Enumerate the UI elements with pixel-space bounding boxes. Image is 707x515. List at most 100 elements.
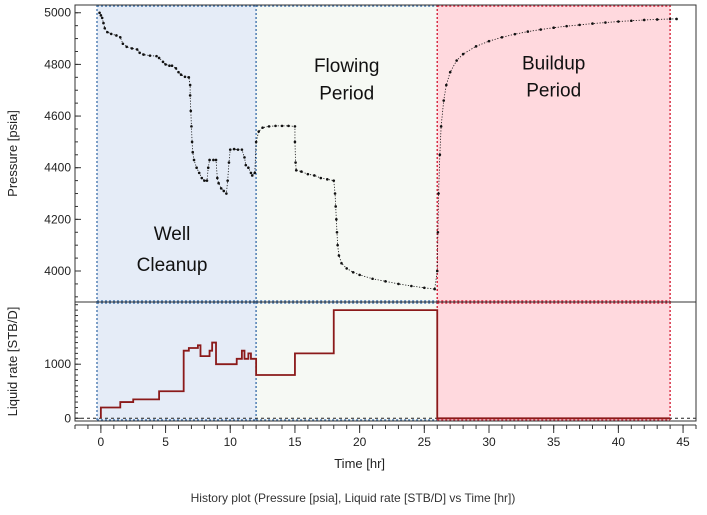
region-flowing-period	[256, 302, 438, 421]
pressure-point	[397, 282, 400, 286]
pressure-point	[219, 187, 223, 190]
pressure-point	[208, 158, 211, 162]
pressure-point	[253, 171, 257, 175]
pressure-point	[604, 21, 607, 24]
pressure-point	[325, 178, 329, 181]
y-tick-label: 4200	[44, 212, 71, 226]
pressure-point	[190, 125, 193, 128]
pressure-point	[293, 125, 297, 128]
pressure-point	[227, 161, 231, 164]
rate-y-axis: 0 1000	[44, 304, 81, 425]
pressure-point	[174, 66, 178, 70]
pressure-point	[121, 42, 125, 46]
pressure-point	[335, 230, 339, 234]
pressure-point	[445, 83, 448, 87]
region-well-cleanup	[96, 302, 257, 421]
pressure-point	[195, 166, 198, 170]
pressure-point	[200, 176, 204, 180]
pressure-point	[313, 174, 316, 177]
time-x-axis: 0 5 10 15 20 25 30 35 40 45	[74, 424, 697, 449]
pressure-point	[442, 99, 446, 102]
pressure-point	[130, 47, 134, 50]
rate-plot-frame	[74, 301, 697, 422]
pressure-point	[216, 176, 219, 180]
pressure-point	[337, 254, 341, 257]
pressure-point	[206, 166, 210, 170]
pressure-point	[293, 140, 297, 144]
pressure-point	[274, 124, 277, 128]
pressure-point	[565, 24, 568, 28]
region-label-flowing-period: Period	[319, 83, 374, 104]
pressure-point	[578, 23, 581, 27]
pressure-point	[142, 53, 145, 56]
pressure-point	[164, 63, 167, 66]
pressure-point	[333, 192, 337, 195]
pressure-point	[168, 64, 171, 67]
pressure-point	[500, 35, 504, 39]
pressure-point	[205, 179, 209, 182]
pressure-point	[212, 158, 215, 162]
pressure-y-axis-label: Pressure [psia]	[5, 110, 20, 197]
pressure-point	[135, 48, 139, 51]
pressure-point	[257, 130, 261, 133]
pressure-point	[183, 75, 187, 79]
pressure-point	[294, 168, 298, 172]
pressure-point	[319, 176, 323, 180]
y-tick-label: 1000	[44, 357, 71, 371]
pressure-point	[539, 28, 543, 31]
pressure-point	[448, 70, 452, 74]
pressure-point	[306, 172, 310, 176]
pressure-point	[236, 148, 240, 151]
y-tick-label: 5000	[44, 6, 71, 20]
x-tick-label: 5	[162, 435, 169, 449]
pressure-point	[345, 267, 348, 270]
pressure-point	[250, 174, 254, 177]
pressure-series-line	[99, 12, 677, 290]
pressure-point	[358, 273, 361, 277]
pressure-point	[155, 54, 158, 58]
pressure-point	[287, 124, 290, 128]
pressure-point	[192, 158, 196, 162]
pressure-point	[118, 35, 122, 39]
plot-caption: History plot (Pressure [psia], Liquid ra…	[191, 491, 516, 505]
y-tick-label: 4600	[44, 109, 71, 123]
x-axis-label: Time [hr]	[334, 456, 385, 471]
pressure-point	[300, 170, 303, 173]
rate-y-axis-label: Liquid rate [STB/D]	[5, 307, 20, 417]
pressure-point	[436, 230, 440, 234]
region-label-well-cleanup: Cleanup	[137, 255, 208, 276]
pressure-point	[340, 261, 343, 265]
pressure-point	[294, 161, 297, 164]
x-tick-label: 10	[224, 435, 238, 449]
pressure-regions	[96, 5, 671, 302]
region-label-buildup-period: Buildup	[522, 54, 585, 75]
pressure-point	[630, 19, 633, 23]
pressure-point	[526, 30, 530, 33]
pressure-panel: Well Cleanup Flowing Period Buildup Period 40…	[5, 4, 697, 303]
y-tick-label: 4800	[44, 57, 71, 71]
pressure-point	[190, 140, 194, 144]
y-tick-label: 0	[64, 411, 71, 425]
pressure-point	[675, 17, 678, 21]
pressure-point	[109, 32, 113, 36]
pressure-point	[617, 20, 620, 23]
pressure-point	[280, 124, 284, 128]
region-well-cleanup	[96, 5, 257, 302]
pressure-point	[240, 148, 244, 151]
pressure-point	[437, 192, 440, 195]
pressure-point	[232, 147, 236, 151]
region-buildup-period	[437, 302, 671, 421]
pressure-point	[125, 45, 129, 49]
pressure-point	[336, 243, 339, 247]
pressure-point	[438, 153, 442, 157]
pressure-point	[100, 16, 104, 20]
pressure-point	[214, 158, 218, 162]
pressure-point	[254, 140, 258, 144]
pressure-point	[148, 54, 152, 57]
pressure-point	[222, 189, 226, 193]
pressure-point	[439, 125, 443, 128]
rate-regions	[96, 302, 671, 421]
pressure-series	[98, 11, 678, 291]
pressure-point	[642, 18, 646, 22]
pressure-point	[203, 179, 206, 182]
